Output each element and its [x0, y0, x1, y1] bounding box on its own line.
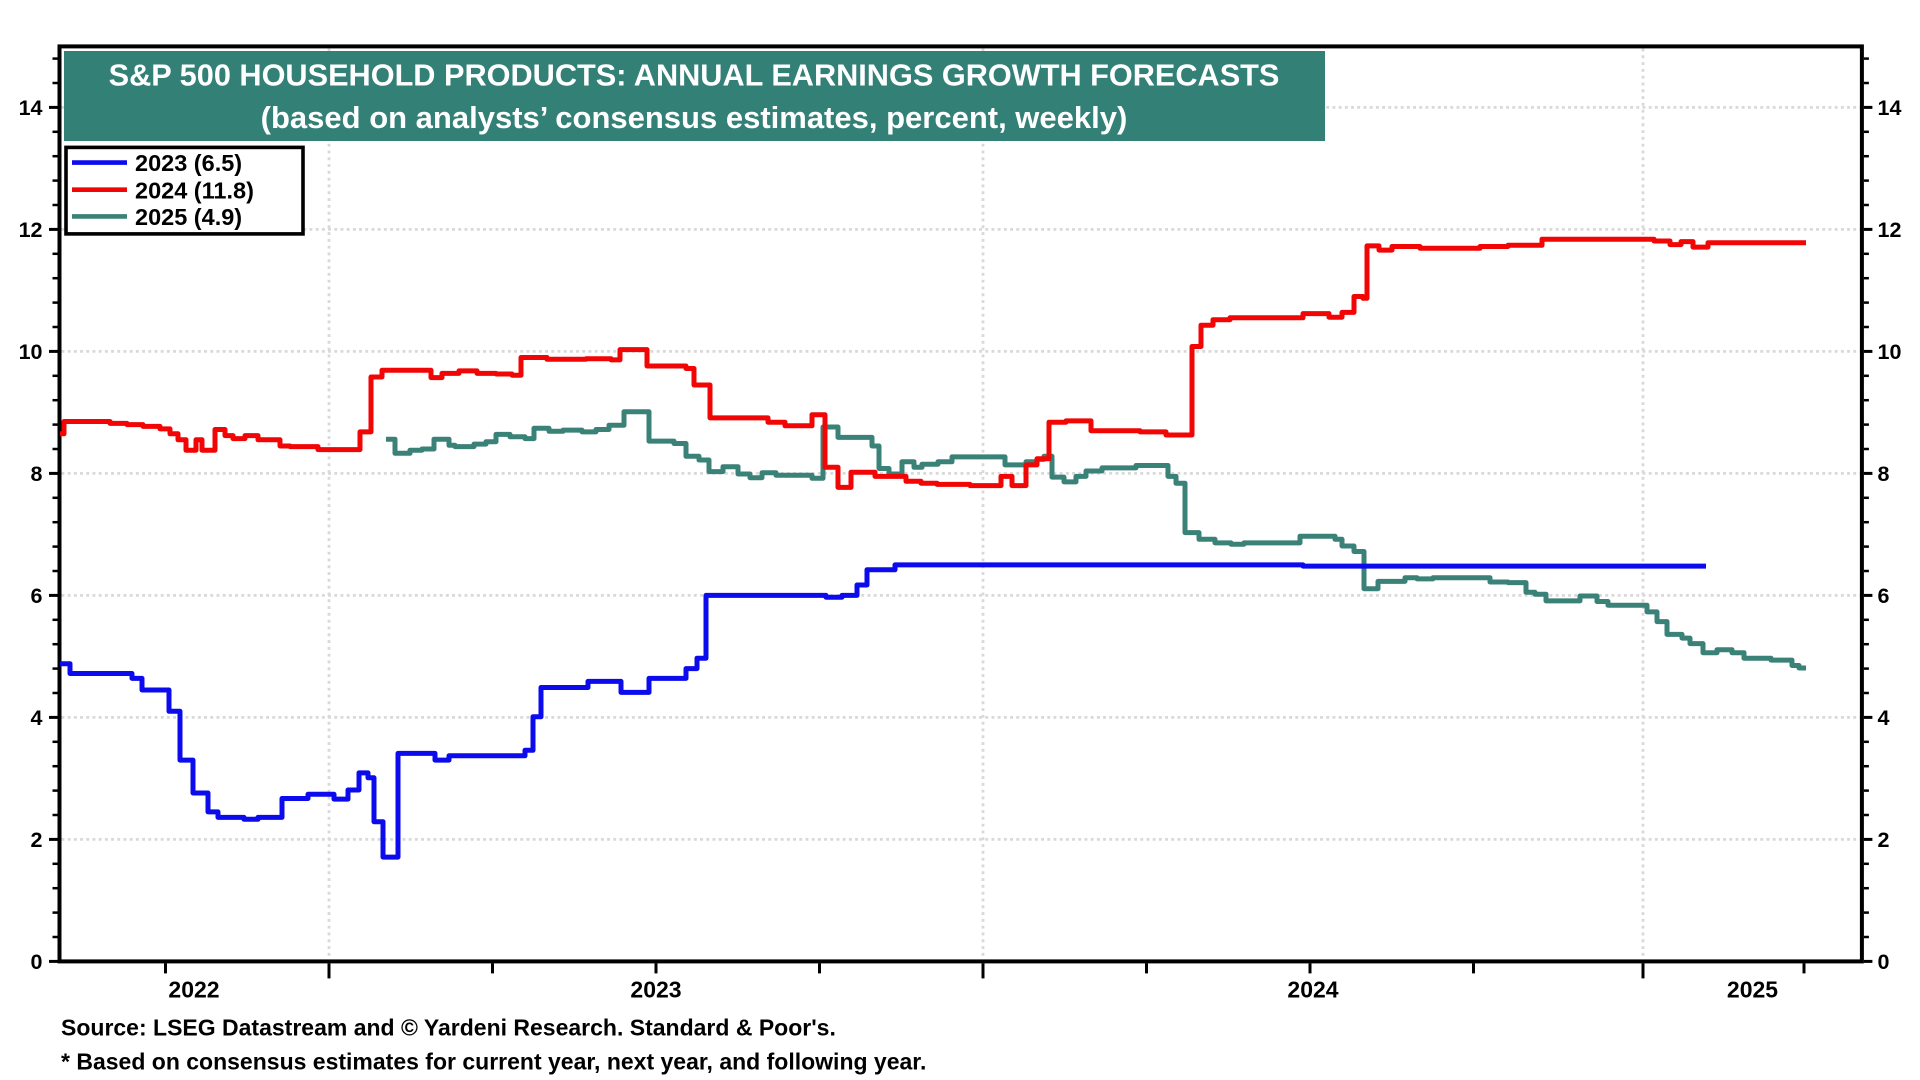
svg-text:Source: LSEG Datastream and ©: Source: LSEG Datastream and © Yardeni Re…	[61, 1015, 836, 1041]
svg-text:4: 4	[31, 706, 43, 730]
svg-text:2024: 2024	[1287, 977, 1338, 1003]
svg-text:8: 8	[1878, 462, 1890, 486]
svg-text:10: 10	[1878, 340, 1902, 364]
svg-text:8: 8	[31, 462, 43, 486]
svg-text:12: 12	[1878, 218, 1902, 242]
svg-text:6: 6	[31, 584, 43, 608]
svg-text:2: 2	[31, 828, 43, 852]
svg-text:2024 (11.8): 2024 (11.8)	[135, 177, 254, 203]
svg-text:14: 14	[19, 96, 43, 120]
svg-text:0: 0	[1878, 950, 1890, 974]
svg-text:S&P 500 HOUSEHOLD PRODUCTS: AN: S&P 500 HOUSEHOLD PRODUCTS: ANNUAL EARNI…	[109, 58, 1280, 93]
svg-text:2025 (4.9): 2025 (4.9)	[135, 204, 242, 230]
svg-text:2023 (6.5): 2023 (6.5)	[135, 150, 242, 176]
svg-text:0: 0	[31, 950, 43, 974]
svg-text:10: 10	[19, 340, 43, 364]
svg-text:2025: 2025	[1727, 977, 1778, 1003]
svg-text:2023: 2023	[630, 977, 681, 1003]
svg-text:2: 2	[1878, 828, 1890, 852]
svg-text:2022: 2022	[168, 977, 219, 1003]
svg-text:* Based on consensus estimates: * Based on consensus estimates for curre…	[61, 1048, 926, 1074]
svg-text:(based on analysts’ consensus: (based on analysts’ consensus estimates,…	[261, 100, 1128, 135]
svg-text:6: 6	[1878, 584, 1890, 608]
svg-text:4: 4	[1878, 706, 1890, 730]
svg-text:14: 14	[1878, 96, 1902, 120]
svg-text:12: 12	[19, 218, 43, 242]
